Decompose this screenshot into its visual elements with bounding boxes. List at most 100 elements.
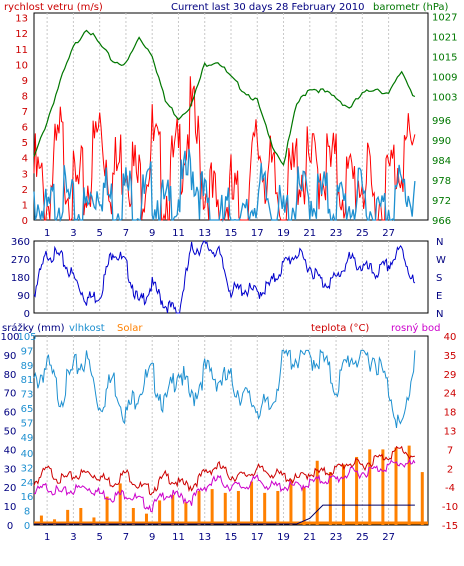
temperature-tick--4: -4 (445, 483, 455, 494)
wind-speed-tick-2: 2 (22, 185, 28, 196)
solar-bar-10 (171, 494, 175, 525)
temperature-tick-24: 24 (444, 389, 457, 400)
humidity-tick-73: 73 (21, 390, 34, 401)
humidity-tick-65: 65 (21, 404, 34, 415)
series-humidity (33, 348, 416, 428)
p1-x-tick-21: 21 (303, 228, 316, 239)
wind-speed-tick-12: 12 (15, 29, 28, 40)
temperature-label: teplota (°C) (311, 323, 369, 334)
pressure-tick-1003: 1003 (432, 92, 457, 103)
solar-bar-20 (302, 487, 306, 525)
solar-bar-23 (341, 464, 345, 525)
solar-bar-26 (381, 449, 385, 525)
rain-tick-20: 20 (4, 483, 17, 494)
solar-bar-2 (66, 509, 70, 525)
temperature-tick-29: 29 (444, 370, 457, 381)
solar-bar-28 (407, 445, 411, 525)
wind-speed-tick-13: 13 (15, 14, 28, 25)
barometer-axis-label: barometr (hPa) (373, 2, 449, 13)
rain-tick-0: 0 (7, 521, 13, 532)
series-gust (33, 76, 416, 221)
wind-speed-tick-7: 7 (22, 107, 28, 118)
solar-bar-7 (131, 507, 135, 525)
p1-x-tick-13: 13 (198, 228, 211, 239)
rain-label: srážky (mm) (2, 322, 65, 334)
wind-speed-tick-4: 4 (22, 154, 28, 165)
rain-tick-10: 10 (4, 502, 17, 513)
rain-tick-90: 90 (4, 351, 17, 362)
p3-x-tick-9: 9 (149, 532, 155, 543)
pressure-tick-978: 978 (432, 176, 451, 187)
direction-tick-360: 360 (11, 237, 30, 248)
p1-x-tick-23: 23 (330, 228, 343, 239)
temperature-tick-18: 18 (444, 408, 457, 419)
solar-bar-24 (355, 456, 359, 525)
humidity-tick-49: 49 (21, 433, 34, 444)
solar-bar-6 (118, 483, 122, 525)
wind-speed-tick-10: 10 (15, 60, 28, 71)
p1-x-tick-9: 9 (149, 228, 155, 239)
solar-label: Solar (117, 323, 143, 334)
solar-bar-22 (328, 472, 332, 525)
pressure-tick-996: 996 (432, 116, 451, 127)
rain-tick-40: 40 (4, 445, 17, 456)
series-dew-point (33, 458, 416, 513)
series-wind-direction (33, 240, 416, 314)
temperature-tick-13: 13 (444, 427, 457, 438)
compass-tick-0: N (436, 309, 443, 320)
temperature-tick-2: 2 (447, 464, 453, 475)
p3-x-tick-7: 7 (123, 532, 129, 543)
humidity-tick-81: 81 (21, 375, 34, 386)
p3-x-tick-15: 15 (225, 532, 238, 543)
temperature-tick-7: 7 (447, 445, 453, 456)
p1-x-tick-15: 15 (225, 228, 238, 239)
wind-speed-tick-11: 11 (15, 45, 28, 56)
p1-x-tick-19: 19 (277, 228, 290, 239)
p3-x-tick-1: 1 (44, 532, 50, 543)
rain-tick-80: 80 (4, 370, 17, 381)
p1-x-tick-27: 27 (382, 228, 395, 239)
series-barometer (33, 29, 416, 167)
direction-tick-180: 180 (11, 273, 30, 284)
p3-x-tick-3: 3 (70, 532, 76, 543)
humidity-tick-97: 97 (21, 346, 34, 357)
solar-bar-27 (394, 447, 398, 525)
p3-x-tick-19: 19 (277, 532, 290, 543)
p1-x-tick-11: 11 (172, 228, 185, 239)
pressure-tick-972: 972 (432, 196, 451, 207)
humidity-tick-57: 57 (21, 418, 34, 429)
solar-bar-8 (144, 513, 148, 525)
humidity-tick-32: 32 (21, 463, 34, 474)
p1-x-tick-17: 17 (251, 228, 264, 239)
compass-tick-4: N (436, 237, 443, 248)
solar-bar-19 (289, 479, 293, 525)
solar-bar-13 (210, 489, 214, 525)
direction-tick-270: 270 (11, 255, 30, 266)
p1-x-tick-1: 1 (44, 228, 50, 239)
p3-x-tick-11: 11 (172, 532, 185, 543)
compass-tick-1: E (436, 291, 442, 302)
wind-speed-tick-5: 5 (22, 138, 28, 149)
solar-bar-17 (263, 492, 267, 525)
dew-point-label: rosný bod (391, 322, 440, 334)
solar-bar-16 (250, 481, 254, 525)
temperature-tick-35: 35 (444, 351, 457, 362)
pressure-tick-1009: 1009 (432, 72, 457, 83)
series-rain (34, 504, 415, 525)
rain-tick-100: 100 (0, 332, 19, 343)
humidity-tick-89: 89 (21, 361, 34, 372)
humidity-tick-8: 8 (24, 507, 30, 518)
series-wind-average (33, 148, 416, 223)
solar-bar-29 (420, 472, 424, 525)
rain-tick-50: 50 (4, 427, 17, 438)
rain-tick-60: 60 (4, 408, 17, 419)
humidity-tick-16: 16 (21, 492, 34, 503)
p3-x-tick-13: 13 (198, 532, 211, 543)
series-temperature (33, 445, 415, 496)
compass-tick-2: S (436, 273, 442, 284)
wind-pressure-plot-area (33, 12, 429, 221)
wind-speed-tick-8: 8 (22, 91, 28, 102)
p1-x-tick-3: 3 (70, 228, 76, 239)
humidity-tick-0: 0 (24, 521, 30, 532)
wind-speed-tick-3: 3 (22, 169, 28, 180)
